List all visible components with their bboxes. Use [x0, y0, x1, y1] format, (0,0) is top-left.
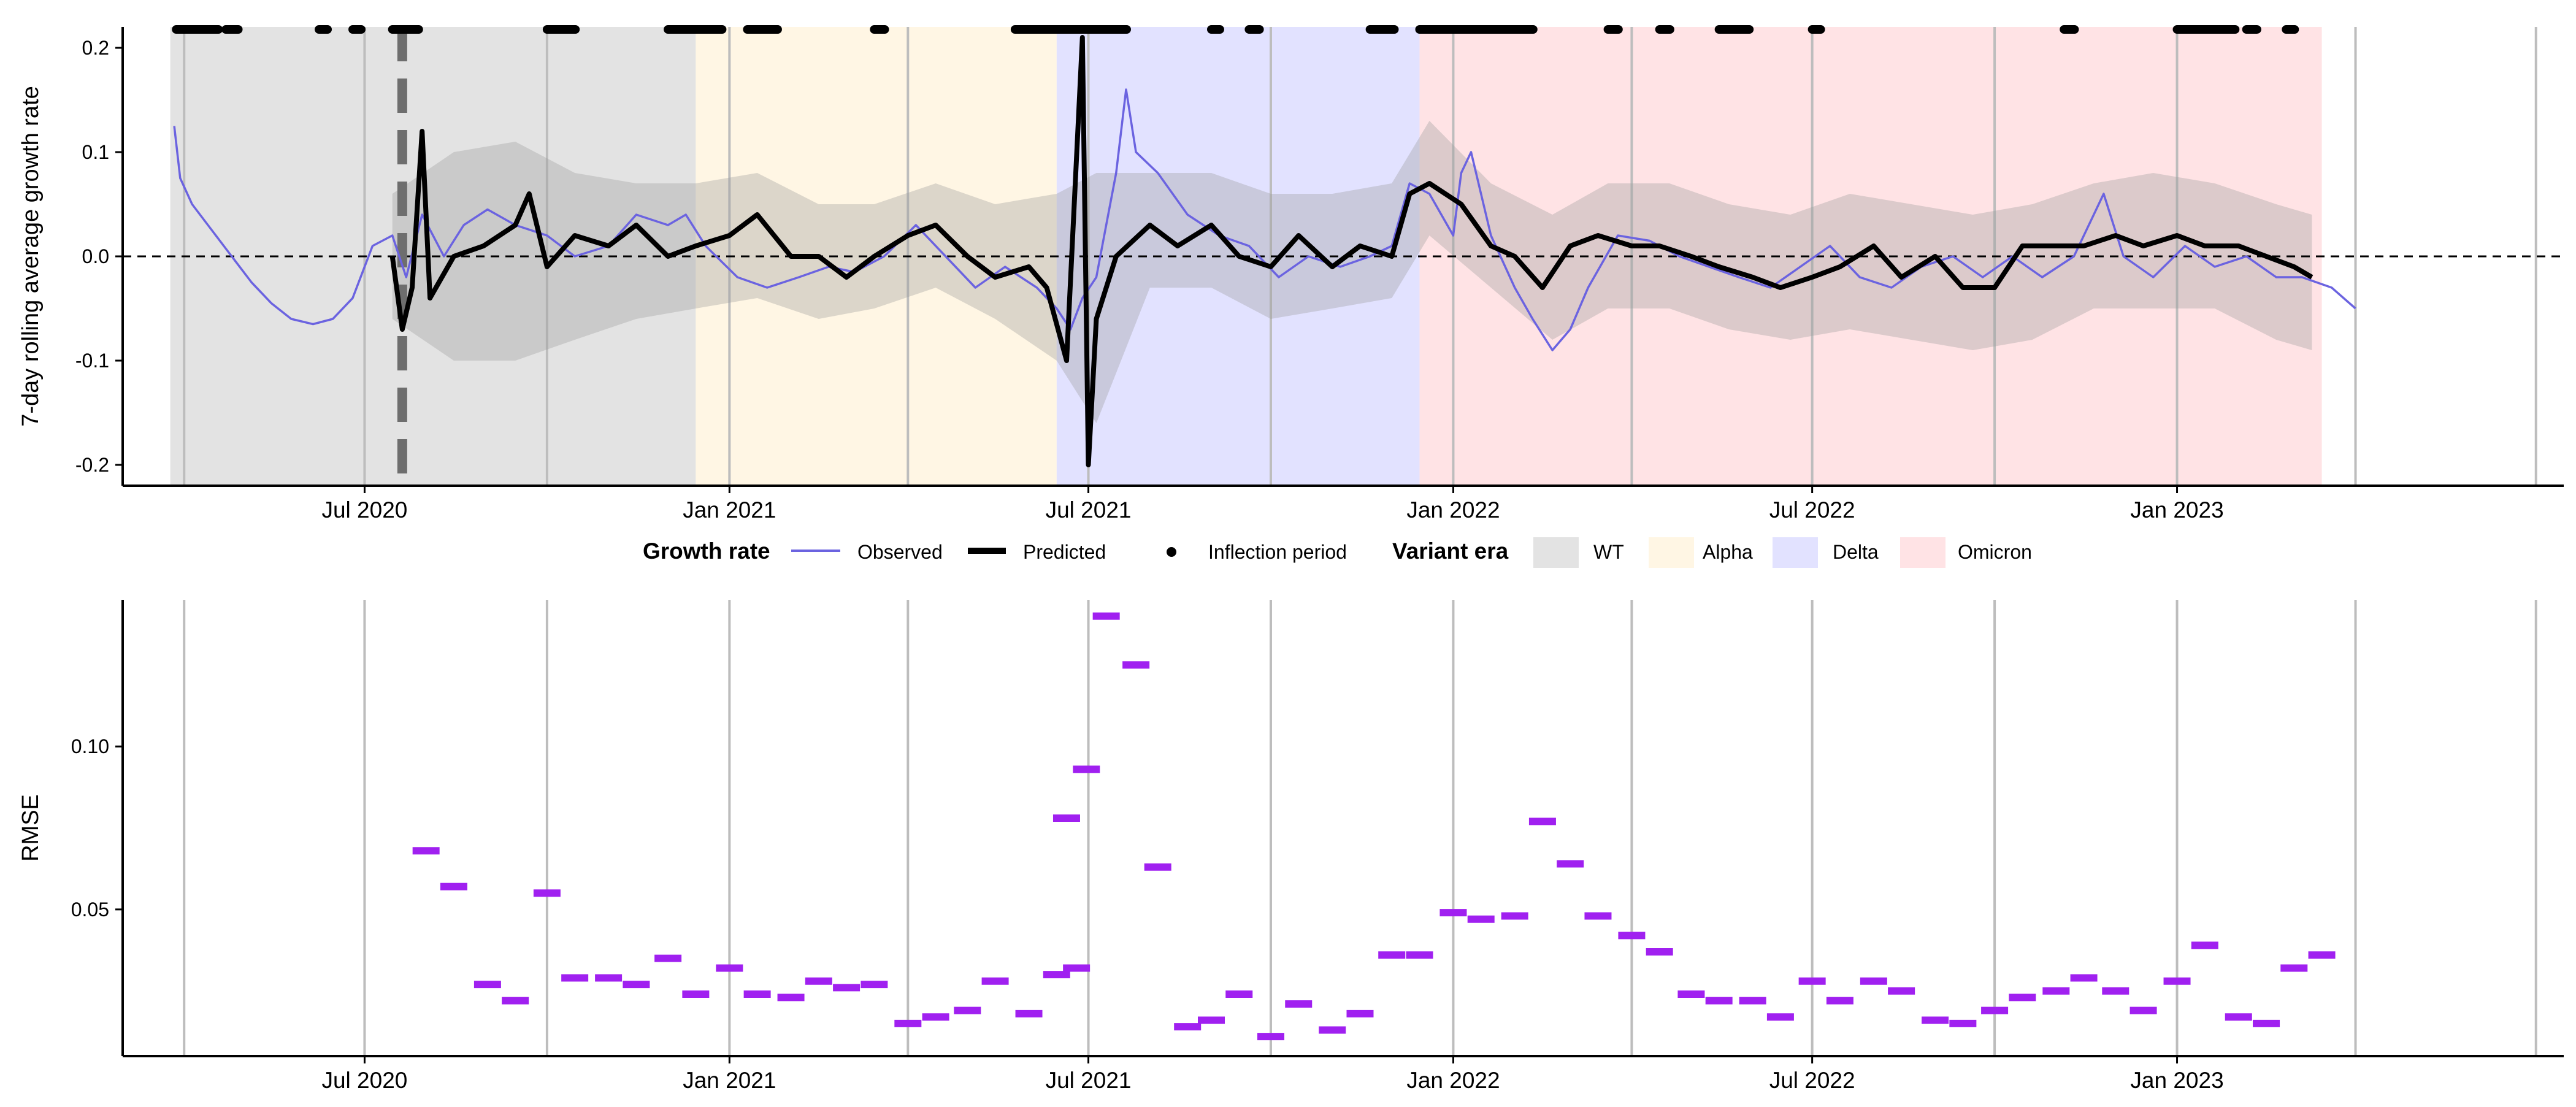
legend-observed-label: Observed	[857, 541, 943, 563]
legend-era-omicron-swatch	[1900, 537, 1945, 568]
x-tick-label: Jul 2020	[321, 497, 407, 523]
growth-rate-panel: -0.2 -0.1 0.0 0.1 0.2 Jul 2020 Jan 2021 Jul 202…	[18, 25, 2564, 523]
x-tick-label: Jul 2022	[1769, 497, 1855, 523]
legend-era-alpha-swatch	[1649, 537, 1694, 568]
y-tick-label: 0.1	[82, 141, 109, 163]
y-tick-label: 0.0	[82, 245, 109, 267]
legend-variant-era-title: Variant era	[1392, 538, 1509, 564]
x-tick-label: Jul 2021	[1046, 1068, 1132, 1093]
series-predicted-line	[389, 35, 2313, 467]
y-axis-title: RMSE	[18, 794, 44, 862]
legend-era-omicron-label: Omicron	[1958, 541, 2032, 563]
x-tick-label: Jan 2022	[1406, 1068, 1500, 1093]
y-tick-label: 0.10	[71, 735, 109, 757]
legend-inflection-label: Inflection period	[1208, 541, 1347, 563]
rmse-panel: 0.05 0.10 Jul 2020 Jan 2021 Jul 2021 Jan 2022…	[18, 600, 2564, 1093]
y-tick-label: 0.05	[71, 898, 109, 921]
x-tick-label: Jan 2023	[2130, 1068, 2223, 1093]
y-tick-label: 0.2	[82, 37, 109, 59]
x-tick-label: Jan 2021	[683, 497, 776, 523]
x-tick-label: Jan 2023	[2130, 497, 2223, 523]
prediction-ribbon	[392, 121, 2312, 423]
x-tick-label: Jul 2021	[1046, 497, 1132, 523]
legend-era-wt-swatch	[1533, 537, 1579, 568]
y-tick-label: -0.2	[75, 454, 109, 476]
y-axis-title: 7-day rolling average growth rate	[18, 86, 44, 427]
legend-era-delta-swatch	[1773, 537, 1818, 568]
x-tick-label: Jul 2022	[1769, 1068, 1855, 1093]
x-tick-label: Jan 2022	[1406, 497, 1500, 523]
y-tick-label: -0.1	[75, 350, 109, 372]
legend-era-alpha-label: Alpha	[1703, 541, 1753, 563]
legend-inflection-key	[1167, 547, 1176, 557]
legend-predicted-label: Predicted	[1023, 541, 1106, 563]
x-tick-label: Jan 2021	[683, 1068, 776, 1093]
legend-growth-rate-title: Growth rate	[643, 538, 770, 564]
legend-era-wt-label: WT	[1593, 541, 1624, 563]
legend: Growth rate Observed Predicted Inflectio…	[643, 537, 2032, 568]
legend-era-delta-label: Delta	[1833, 541, 1879, 563]
x-tick-label: Jul 2020	[321, 1068, 407, 1093]
